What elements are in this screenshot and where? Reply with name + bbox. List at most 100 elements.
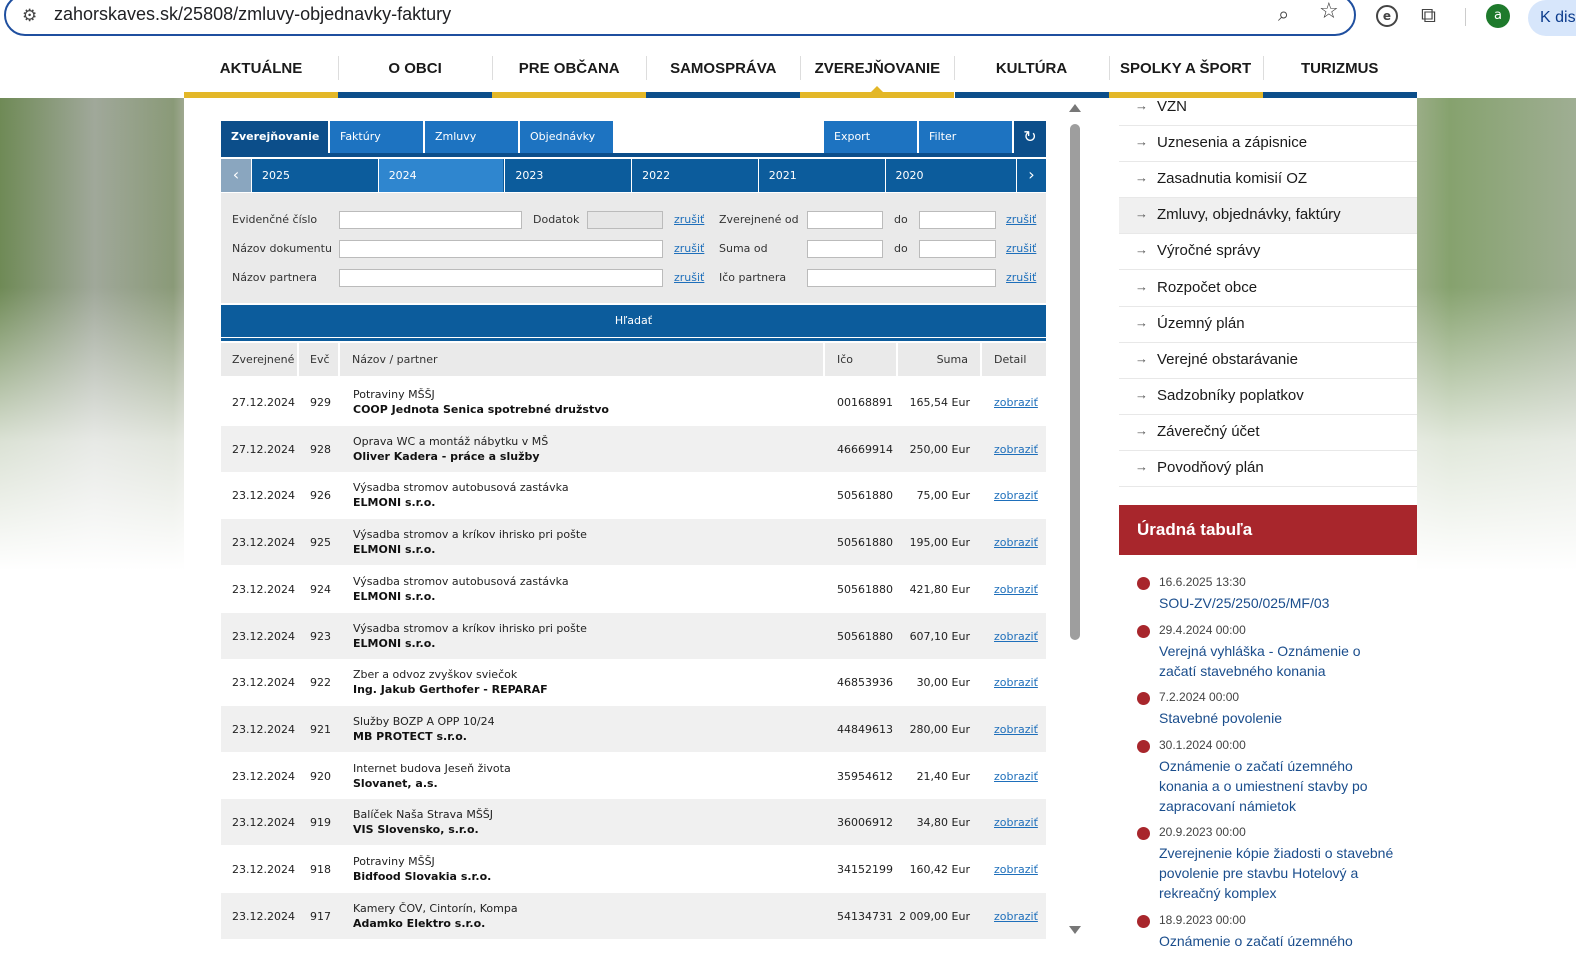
row-document-name: Výsadba stromov a kríkov ihrisko pri poš… bbox=[353, 621, 587, 635]
board-item-link[interactable]: Oznámenie o začatí územného bbox=[1159, 933, 1353, 949]
year-selector: ‹ › 2025 2024 2023 2022 2021 2020 bbox=[221, 159, 1046, 192]
clear-link[interactable]: zrušiť bbox=[1006, 213, 1037, 226]
row-detail-link[interactable]: zobraziť bbox=[994, 816, 1038, 830]
url-text[interactable]: zahorskaves.sk/25808/zmluvy-objednavky-f… bbox=[54, 4, 452, 24]
row-sum: 250,00 Eur bbox=[909, 442, 970, 456]
nazov-dokumentu-input[interactable] bbox=[339, 240, 663, 258]
ico-partnera-input[interactable] bbox=[807, 269, 996, 287]
address-bar[interactable]: ⚙ zahorskaves.sk/25808/zmluvy-objednavky… bbox=[4, 0, 1356, 36]
year-2021[interactable]: 2021 bbox=[757, 159, 883, 192]
clear-link[interactable]: zrušiť bbox=[674, 242, 705, 255]
sidebar-item-2[interactable]: → Zasadnutia komisií OZ bbox=[1119, 162, 1417, 199]
year-2025[interactable]: 2025 bbox=[251, 159, 376, 192]
zoom-icon[interactable]: ⌕ bbox=[1278, 2, 1290, 26]
nav-item-3[interactable]: SAMOSPRÁVA bbox=[646, 44, 802, 98]
sidebar-item-4[interactable]: → Výročné správy bbox=[1119, 234, 1417, 271]
extension-icon[interactable]: e bbox=[1376, 5, 1398, 27]
table-row: 23.12.2024 918 Potraviny MŠŠJ Bidfood Slova… bbox=[221, 846, 1046, 892]
nav-item-2[interactable]: PRE OBČANA bbox=[492, 44, 648, 98]
row-detail-link[interactable]: zobraziť bbox=[994, 582, 1038, 596]
sidebar-item-8[interactable]: → Sadzobníky poplatkov bbox=[1119, 379, 1417, 415]
tune-icon[interactable]: ⚙ bbox=[22, 6, 38, 26]
scroll-up-icon[interactable] bbox=[1069, 104, 1081, 112]
clear-link[interactable]: zrušiť bbox=[674, 271, 705, 284]
row-evc: 919 bbox=[310, 816, 331, 830]
side-panel-button[interactable]: K dis bbox=[1528, 0, 1576, 36]
clear-link[interactable]: zrušiť bbox=[1006, 271, 1037, 284]
evidencne-cislo-input[interactable] bbox=[339, 211, 522, 229]
nav-item-1[interactable]: O OBCI bbox=[338, 44, 494, 98]
zverejnene-od-input[interactable] bbox=[807, 211, 883, 229]
year-2023[interactable]: 2023 bbox=[504, 159, 630, 192]
row-detail-link[interactable]: zobraziť bbox=[994, 396, 1038, 409]
row-detail-link[interactable]: zobraziť bbox=[994, 722, 1038, 736]
tab-zverejnovanie[interactable]: Zverejňovanie bbox=[221, 121, 328, 153]
filter-button[interactable]: Filter bbox=[919, 121, 1012, 153]
row-detail-link[interactable]: zobraziť bbox=[994, 629, 1038, 643]
year-next-icon[interactable]: › bbox=[1016, 159, 1046, 192]
clear-link[interactable]: zrušiť bbox=[674, 213, 705, 226]
zverejnene-do-input[interactable] bbox=[919, 211, 996, 229]
nav-item-5[interactable]: KULTÚRA bbox=[954, 44, 1110, 98]
row-sum: 2 009,00 Eur bbox=[899, 909, 970, 923]
scrollbar-thumb[interactable] bbox=[1070, 124, 1080, 640]
sidebar-item-0[interactable]: → VZN bbox=[1119, 90, 1417, 126]
year-2024[interactable]: 2024 bbox=[377, 159, 503, 192]
star-icon[interactable]: ☆ bbox=[1319, 0, 1339, 24]
export-button[interactable]: Export bbox=[824, 121, 917, 153]
refresh-icon[interactable]: ↻ bbox=[1014, 121, 1046, 153]
sidebar-item-5[interactable]: → Rozpočet obce bbox=[1119, 271, 1417, 307]
sidebar-item-3[interactable]: → Zmluvy, objednávky, faktúry bbox=[1119, 198, 1417, 235]
col-nazov[interactable]: Názov / partner bbox=[340, 343, 825, 376]
board-item-link[interactable]: Verejná vyhláška - Oznámenie o začatí st… bbox=[1159, 643, 1361, 679]
board-item-link[interactable]: Stavebné povolenie bbox=[1159, 710, 1282, 726]
sidebar-item-1[interactable]: → Uznesenia a zápisnice bbox=[1119, 126, 1417, 163]
profile-avatar[interactable]: a bbox=[1486, 4, 1510, 28]
nav-item-bar bbox=[492, 92, 647, 98]
row-detail-link[interactable]: zobraziť bbox=[994, 676, 1038, 690]
col-suma[interactable]: Suma bbox=[898, 343, 982, 376]
divider bbox=[221, 338, 1046, 341]
nav-item-7[interactable]: TURIZMUS bbox=[1262, 44, 1417, 98]
nav-item-6[interactable]: SPOLKY A ŠPORT bbox=[1108, 44, 1264, 98]
nazov-partnera-input[interactable] bbox=[339, 269, 663, 287]
col-zverejnene[interactable]: Zverejnené bbox=[221, 343, 299, 376]
table-row: 23.12.2024 919 Balíček Naša Strava MŠŠJ VIS… bbox=[221, 799, 1046, 846]
dodatok-input[interactable] bbox=[587, 211, 663, 229]
year-prev-icon[interactable]: ‹ bbox=[221, 159, 251, 192]
panel-scrollbar[interactable] bbox=[1067, 104, 1083, 940]
col-ico[interactable]: Ičo bbox=[825, 343, 898, 376]
year-2020[interactable]: 2020 bbox=[884, 159, 1010, 192]
tab-faktury[interactable]: Faktúry bbox=[330, 121, 423, 153]
sidebar-item-7[interactable]: → Verejné obstarávanie bbox=[1119, 343, 1417, 379]
row-detail-link[interactable]: zobraziť bbox=[994, 442, 1038, 456]
row-detail-link[interactable]: zobraziť bbox=[994, 909, 1038, 923]
nav-item-bar bbox=[184, 92, 338, 98]
tab-objednavky[interactable]: Objednávky bbox=[520, 121, 613, 153]
col-evc[interactable]: Evč bbox=[299, 343, 340, 376]
row-detail-link[interactable]: zobraziť bbox=[994, 536, 1038, 550]
row-detail-link[interactable]: zobraziť bbox=[994, 769, 1038, 783]
board-item-link[interactable]: Zverejnenie kópie žiadosti o stavebné po… bbox=[1159, 845, 1394, 901]
nav-item-0[interactable]: AKTUÁLNE bbox=[184, 44, 339, 98]
nav-item-4[interactable]: ZVEREJŇOVANIE bbox=[800, 44, 956, 98]
board-item-link[interactable]: Oznámenie o začatí územného konania a o … bbox=[1159, 758, 1368, 814]
board-item-link[interactable]: SOU-ZV/25/250/025/MF/03 bbox=[1159, 595, 1330, 611]
suma-do-input[interactable] bbox=[919, 240, 996, 258]
row-detail-link[interactable]: zobraziť bbox=[994, 489, 1038, 503]
sidebar-item-6[interactable]: → Územný plán bbox=[1119, 307, 1417, 343]
row-ico: 36006912 bbox=[837, 816, 893, 830]
scroll-down-icon[interactable] bbox=[1069, 926, 1081, 934]
nav-divider bbox=[800, 56, 802, 80]
nav-item-bar bbox=[338, 92, 493, 98]
row-detail-link[interactable]: zobraziť bbox=[994, 863, 1038, 876]
year-2022[interactable]: 2022 bbox=[631, 159, 757, 192]
puzzle-icon[interactable]: ⧉ bbox=[1421, 3, 1436, 27]
clear-link[interactable]: zrušiť bbox=[1006, 242, 1037, 255]
sidebar-item-9[interactable]: → Záverečný účet bbox=[1119, 415, 1417, 451]
row-document-name: Zber a odvoz zvyškov sviečok bbox=[353, 668, 518, 682]
search-button[interactable]: Hľadať bbox=[221, 305, 1046, 337]
suma-od-input[interactable] bbox=[807, 240, 883, 258]
sidebar-item-10[interactable]: → Povodňový plán bbox=[1119, 451, 1417, 487]
tab-zmluvy[interactable]: Zmluvy bbox=[425, 121, 518, 153]
